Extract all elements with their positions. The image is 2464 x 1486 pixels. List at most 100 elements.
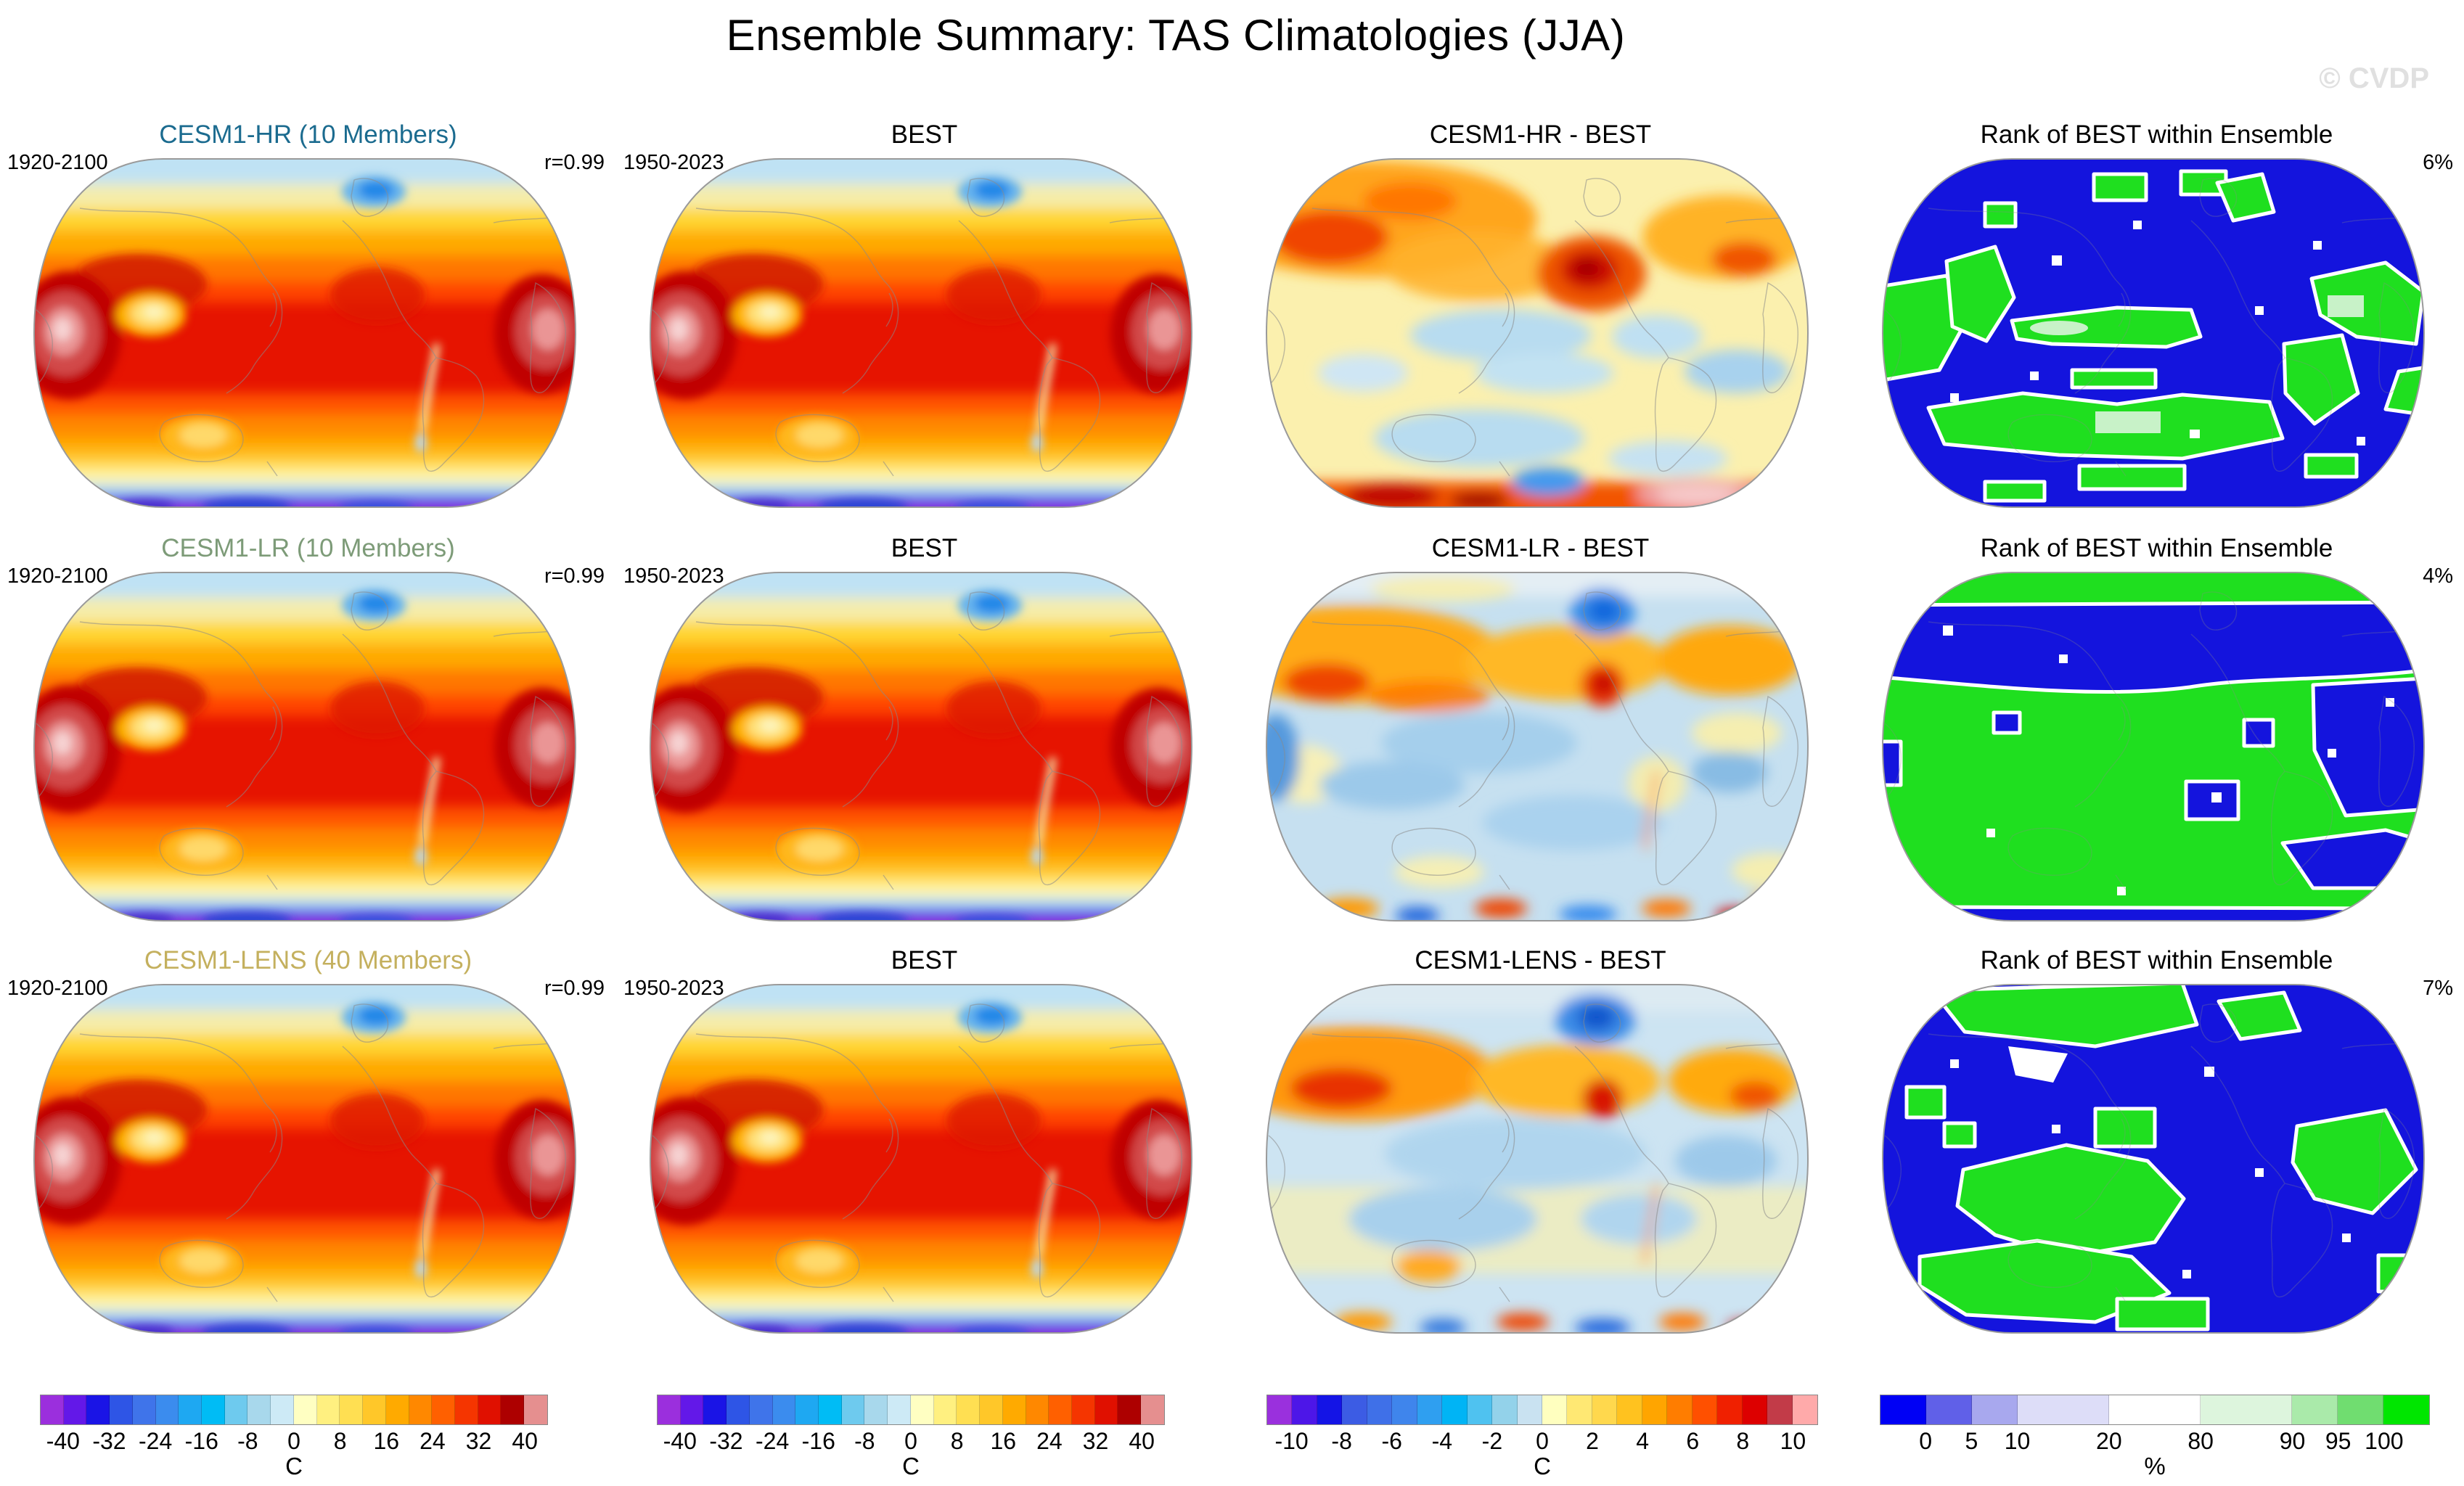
colorbar-segment xyxy=(1367,1395,1393,1424)
colorbar-tick-label: -8 xyxy=(237,1428,258,1454)
colorbar-segment xyxy=(1742,1395,1768,1424)
colorbar-tick-label: 5 xyxy=(1965,1428,1978,1454)
colorbar-segment xyxy=(933,1395,957,1424)
panel-title: BEST xyxy=(891,534,958,562)
world-map-rank xyxy=(1878,980,2429,1338)
colorbar-unit-label: C xyxy=(1534,1453,1551,1479)
rank-percent-label: 4% xyxy=(2423,565,2453,588)
colorbar-segment xyxy=(1002,1395,1026,1424)
colorbar-segment xyxy=(1292,1395,1317,1424)
colorbar-tick-label: 32 xyxy=(465,1428,492,1454)
colorbar-segment xyxy=(202,1395,225,1424)
colorbar-tick-label: 0 xyxy=(1536,1428,1549,1454)
colorbar-tick-label: 8 xyxy=(1736,1428,1750,1454)
panel-title: BEST xyxy=(891,120,958,149)
colorbar-tick-label: -6 xyxy=(1381,1428,1402,1454)
colorbar-segment xyxy=(726,1395,750,1424)
colorbar-segment xyxy=(247,1395,271,1424)
colorbar-segment xyxy=(1049,1395,1072,1424)
colorbar-swatches xyxy=(657,1395,1165,1425)
colorbar-segment xyxy=(772,1395,796,1424)
colorbar-tick-labels: -40 -32 -24 -16 -8 0 8 16 24 32 40 xyxy=(657,1425,1165,1456)
panel-cesm1-hr-minus-best: CESM1-HR - BEST xyxy=(1232,116,1849,526)
colorbar-tick-label: 8 xyxy=(333,1428,347,1454)
period-label: 1920-2100 xyxy=(7,151,108,174)
colorbar-tick-label: 24 xyxy=(1036,1428,1063,1454)
world-map-climatology xyxy=(29,980,581,1338)
colorbar-unit-label: C xyxy=(902,1453,920,1479)
rank-percent-label: 6% xyxy=(2423,151,2453,174)
colorbar-tick-label: 90 xyxy=(2279,1428,2306,1454)
panel-title: CESM1-LENS (40 Members) xyxy=(144,946,472,974)
rank-percent-label: 7% xyxy=(2423,977,2453,1000)
colorbar-tick-label: -32 xyxy=(709,1428,743,1454)
colorbar-tick-label: 20 xyxy=(2096,1428,2122,1454)
colorbar-tick-label: -8 xyxy=(854,1428,875,1454)
colorbar-tick-label: 0 xyxy=(904,1428,917,1454)
colorbar-tick-label: 2 xyxy=(1586,1428,1599,1454)
colorbar-segment xyxy=(1692,1395,1718,1424)
colorbar-segment xyxy=(1417,1395,1443,1424)
period-label: 1950-2023 xyxy=(623,977,724,1000)
colorbar-tick-labels: -40 -32 -24 -16 -8 0 8 16 24 32 40 xyxy=(40,1425,548,1456)
colorbar-segment xyxy=(980,1395,1003,1424)
colorbar-tick-label: 40 xyxy=(1129,1428,1155,1454)
world-map-climatology xyxy=(645,154,1197,512)
colorbar-segment xyxy=(1267,1395,1293,1424)
colorbar-segment xyxy=(1392,1395,1417,1424)
panel-title: Rank of BEST within Ensemble xyxy=(1980,120,2333,149)
colorbar-tick-label: 16 xyxy=(373,1428,400,1454)
colorbar-tick-label: -4 xyxy=(1431,1428,1453,1454)
colorbar-temperature-best: -40 -32 -24 -16 -8 0 8 16 24 32 40 C xyxy=(657,1395,1165,1482)
panel-title: BEST xyxy=(891,946,958,974)
colorbar-segment xyxy=(819,1395,842,1424)
colorbar-segment xyxy=(2338,1395,2383,1424)
figure-title: Ensemble Summary: TAS Climatologies (JJA… xyxy=(726,11,1626,59)
world-map-climatology xyxy=(645,980,1197,1338)
panel-title: Rank of BEST within Ensemble xyxy=(1980,946,2333,974)
panel-best-row1: BEST 1950-2023 xyxy=(616,116,1232,526)
colorbar-segment xyxy=(1880,1395,1926,1424)
colorbar-segment xyxy=(1517,1395,1542,1424)
correlation-label: r=0.99 xyxy=(544,565,605,588)
colorbar-segment xyxy=(385,1395,409,1424)
colorbar-segment xyxy=(1026,1395,1049,1424)
colorbar-segment xyxy=(910,1395,934,1424)
colorbar-segment xyxy=(271,1395,294,1424)
cvdp-watermark: © CVDP xyxy=(2319,62,2429,94)
colorbar-segment xyxy=(63,1395,87,1424)
colorbar-tick-label: -16 xyxy=(801,1428,835,1454)
colorbar-segment xyxy=(1667,1395,1693,1424)
colorbar-segment xyxy=(749,1395,773,1424)
colorbar-tick-label: 0 xyxy=(287,1428,300,1454)
colorbar-segment xyxy=(340,1395,364,1424)
colorbar-segment xyxy=(1542,1395,1568,1424)
colorbar-segment xyxy=(658,1395,681,1424)
colorbar-segment xyxy=(795,1395,819,1424)
world-map-climatology xyxy=(645,567,1197,926)
colorbar-segment xyxy=(841,1395,865,1424)
panel-title: CESM1-HR - BEST xyxy=(1429,120,1652,149)
colorbar-segment xyxy=(224,1395,248,1424)
colorbar-segment xyxy=(1118,1395,1142,1424)
colorbar-tick-label: -2 xyxy=(1481,1428,1503,1454)
colorbar-swatches xyxy=(1880,1395,2430,1425)
panel-title: Rank of BEST within Ensemble xyxy=(1980,534,2333,562)
colorbar-segment xyxy=(1442,1395,1468,1424)
colorbar-tick-label: -40 xyxy=(46,1428,80,1454)
colorbar-tick-label: -40 xyxy=(663,1428,697,1454)
correlation-label: r=0.99 xyxy=(544,151,605,174)
colorbar-tick-label: -32 xyxy=(92,1428,126,1454)
colorbar-segment xyxy=(86,1395,110,1424)
colorbar-rank-percent: 0 5 10 20 80 90 95 100 % xyxy=(1880,1395,2430,1482)
colorbar-segment xyxy=(957,1395,981,1424)
world-map-difference xyxy=(1261,980,1813,1338)
colorbar-tick-labels: 0 5 10 20 80 90 95 100 xyxy=(1880,1425,2430,1456)
colorbar-segment xyxy=(524,1395,547,1424)
colorbar-tick-label: 0 xyxy=(1919,1428,1933,1454)
panel-rank-row1: Rank of BEST within Ensemble 6% xyxy=(1849,116,2464,526)
colorbar-segment xyxy=(2201,1395,2292,1424)
panel-best-row2: BEST 1950-2023 xyxy=(616,530,1232,940)
panel-rank-row2: Rank of BEST within Ensemble 4% xyxy=(1849,530,2464,940)
